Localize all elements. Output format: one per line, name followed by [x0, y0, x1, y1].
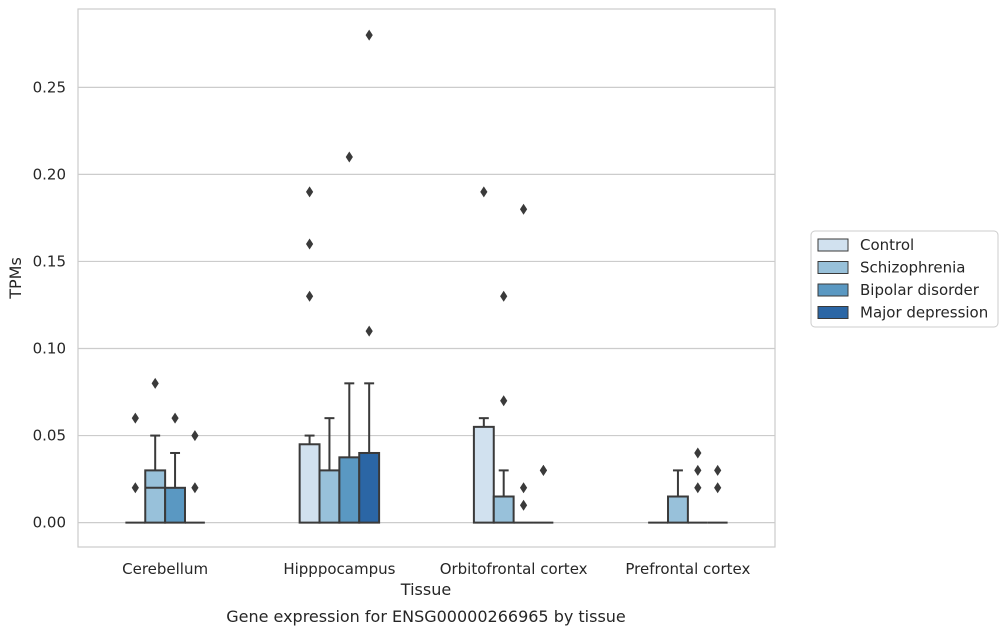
y-tick-label: 0.25 — [33, 78, 66, 96]
outlier-point — [191, 430, 199, 442]
outlier-point — [171, 412, 179, 424]
legend-swatch — [817, 261, 849, 274]
box-body — [358, 451, 381, 524]
outlier-point — [714, 482, 722, 494]
outlier-point — [519, 203, 528, 215]
x-tick-label: Hipppocampus — [283, 560, 395, 578]
box-bipolar-disorder — [164, 451, 186, 524]
outlier-point — [500, 290, 508, 302]
outlier-point — [694, 482, 702, 494]
outlier-point — [131, 482, 139, 494]
plot-area-frame — [77, 8, 776, 548]
y-tick-label: 0.10 — [33, 340, 66, 358]
outlier-point — [500, 395, 508, 407]
boxes — [125, 382, 728, 524]
y-tick-label: 0.00 — [33, 514, 66, 532]
box-schizophrenia — [318, 417, 341, 524]
outliers — [131, 29, 722, 511]
outlier-point — [694, 464, 702, 476]
outlier-point — [519, 499, 528, 511]
x-tick-label: Prefrontal cortex — [625, 560, 750, 578]
outlier-point — [131, 412, 139, 424]
legend-frame — [810, 230, 999, 328]
x-tick-label: Orbitofrontal cortex — [440, 560, 588, 578]
legend-swatch — [817, 283, 849, 297]
outlier-point — [365, 29, 373, 41]
outlier-point — [714, 464, 722, 476]
outlier-point — [519, 482, 528, 494]
box-schizophrenia — [492, 469, 515, 524]
x-tick-label: Cerebellum — [122, 560, 208, 578]
y-axis-title: TPMs — [6, 257, 25, 300]
chart-caption: Gene expression for ENSG00000266965 by t… — [226, 607, 626, 626]
outlier-point — [345, 151, 353, 163]
y-tick-label: 0.05 — [33, 427, 66, 445]
y-tick-label: 0.15 — [33, 252, 66, 270]
legend-label: Control — [860, 236, 914, 254]
outlier-point — [305, 290, 314, 302]
box-schizophrenia — [144, 434, 167, 524]
legend-swatch — [817, 238, 849, 252]
legend-label: Major depression — [860, 304, 988, 322]
outlier-point — [191, 482, 199, 494]
x-tick-labels: Cerebellum Hipppocampus Orbitofrontal cort… — [122, 560, 750, 578]
legend-label: Schizophrenia — [860, 259, 965, 277]
box-body — [318, 469, 341, 524]
box-body — [667, 495, 689, 524]
outlier-point — [305, 238, 314, 250]
box-schizophrenia — [667, 469, 689, 524]
legend-label: Bipolar disorder — [860, 281, 980, 299]
outlier-point — [365, 325, 373, 337]
outlier-point — [480, 186, 488, 198]
box-control — [298, 434, 321, 524]
gridlines — [78, 86, 775, 524]
outlier-point — [151, 377, 159, 389]
outlier-point — [305, 186, 314, 198]
box-body — [164, 486, 186, 524]
box-control — [472, 417, 495, 524]
box-major-depression — [358, 382, 381, 524]
outlier-point — [694, 447, 702, 459]
box-body — [338, 456, 361, 524]
x-axis-title: Tissue — [400, 580, 451, 599]
legend: Control Schizophrenia Bipolar disorder Majo… — [810, 230, 999, 328]
legend-swatch — [817, 306, 849, 319]
y-tick-labels: 0.00 0.05 0.10 0.15 0.20 0.25 — [33, 78, 66, 531]
box-body — [144, 469, 167, 524]
box-body — [472, 425, 495, 524]
box-body — [298, 443, 321, 524]
box-bipolar-disorder — [338, 382, 361, 524]
outlier-point — [539, 464, 548, 476]
y-tick-label: 0.20 — [33, 165, 66, 183]
box-body — [492, 495, 515, 524]
